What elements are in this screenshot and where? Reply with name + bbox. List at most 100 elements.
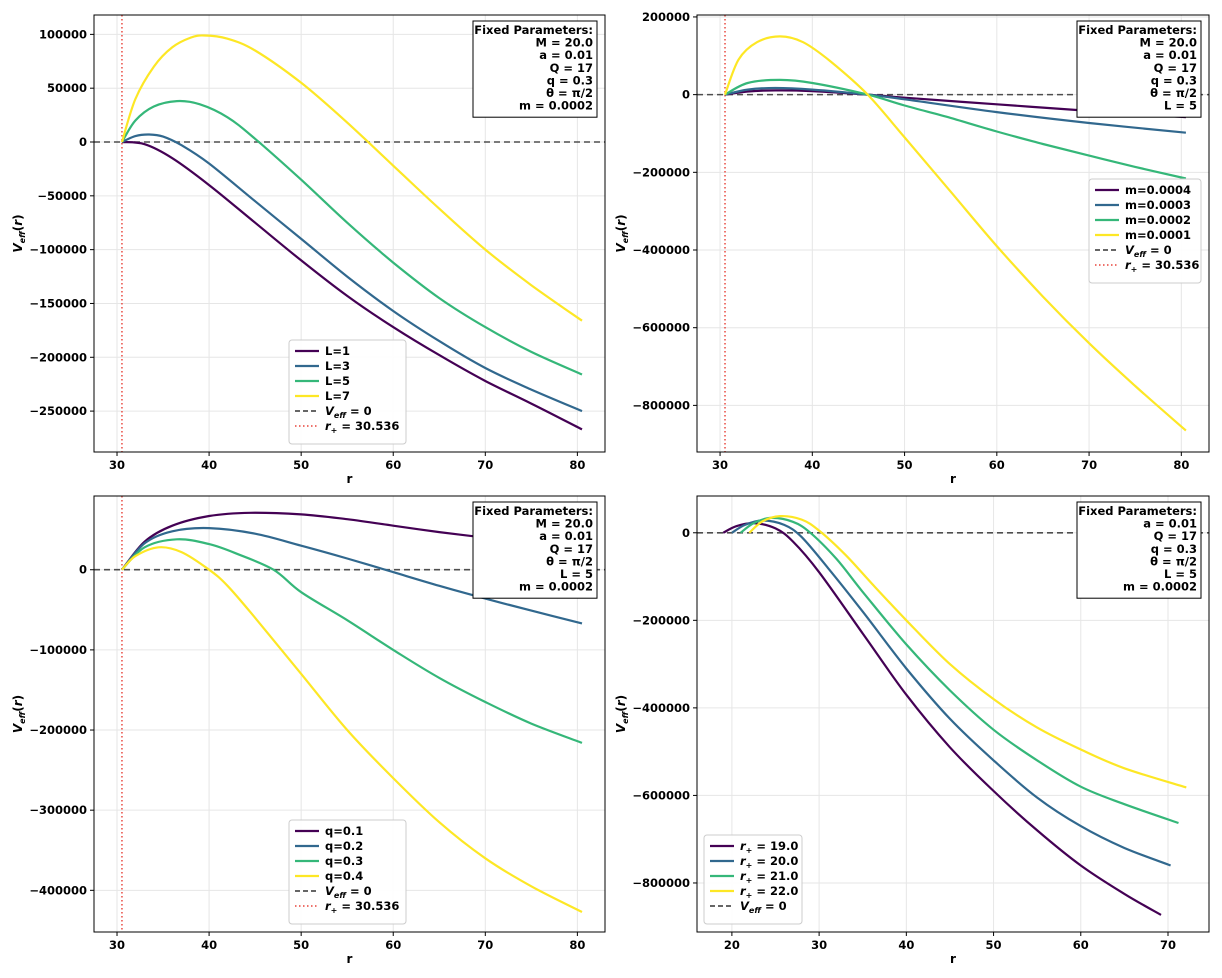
fixed-parameter: a = 0.01 [1143,48,1197,62]
legend-label: r+ = 20.0 [740,854,798,870]
fixed-parameter: L = 5 [560,567,593,581]
fixed-parameters-box [472,20,598,118]
fixed-parameter: a = 0.01 [539,48,593,62]
fixed-parameter: L = 5 [1164,567,1197,581]
fixed-parameter: M = 20.0 [536,36,593,50]
subplot-1: 30 40 50 60 70 80 −250000 −200000 −150000 −100000… [11,14,606,486]
fixed-parameter: Q = 17 [550,542,593,556]
y-tick-label: −250000 [29,404,87,418]
x-tick-label: 60 [989,458,1005,472]
subplot-4: 20 30 40 50 60 70 −800000 −600000 −400000 −200000… [614,495,1210,966]
series-line-4 [723,35,1187,432]
legend-label: q=0.1 [325,824,363,838]
series-line-4 [121,546,583,913]
x-tick-label: 50 [293,458,309,472]
series-line-1 [121,140,583,431]
fixed-parameter: Q = 17 [1154,61,1197,75]
fixed-parameters-title: Fixed Parameters: [474,23,593,37]
fixed-parameter: q = 0.3 [547,73,593,87]
fixed-parameter: θ = π/2 [1150,554,1197,568]
legend-label: L=5 [325,374,350,388]
legend-label: q=0.3 [325,854,363,868]
fixed-parameters-box [1076,20,1202,118]
x-axis-label: r [347,952,353,966]
y-tick-label: 0 [682,88,690,102]
fixed-parameter: L = 5 [1164,99,1197,113]
x-tick-label: 80 [569,458,585,472]
series-line-1 [722,521,1162,916]
fixed-parameters-box [1076,501,1202,599]
x-tick-label: 80 [1173,458,1189,472]
y-tick-label: 0 [79,135,87,149]
y-tick-label: 0 [682,526,690,540]
series-line-2 [121,526,583,625]
legend-label: Veff = 0 [740,899,787,915]
x-tick-label: 40 [201,938,217,952]
series-line-3 [121,538,583,744]
legend-label: L=1 [325,344,350,358]
legend-label: Veff = 0 [325,404,372,420]
series-line-4 [120,34,583,322]
fixed-parameters-title: Fixed Parameters: [1078,23,1197,37]
y-axis-label: Veff(r) [614,695,630,733]
fixed-parameter: m = 0.0002 [519,99,593,113]
legend-label: r+ = 30.536 [325,419,399,435]
y-tick-label: −200000 [632,165,690,179]
x-tick-label: 20 [724,938,740,952]
fixed-parameters-title: Fixed Parameters: [1078,504,1197,518]
y-tick-label: −200000 [29,350,87,364]
y-tick-label: −400000 [632,701,690,715]
x-tick-label: 60 [1073,938,1089,952]
y-tick-label: −800000 [632,876,690,890]
y-tick-label: −600000 [632,788,690,802]
subplot-2: 30 40 50 60 70 80 −800000 −600000 −400000 −200000… [614,10,1210,486]
x-tick-label: 80 [569,938,585,952]
fixed-parameter: M = 20.0 [536,517,593,531]
x-tick-label: 40 [201,458,217,472]
axes-frame [696,495,1210,933]
plot-area [94,15,605,452]
x-tick-label: 50 [986,938,1002,952]
y-axis-label: Veff(r) [614,214,630,252]
x-tick-label: 70 [477,938,493,952]
x-tick-label: 30 [109,938,125,952]
series-line-3 [724,78,1187,180]
y-tick-label: −200000 [632,613,690,627]
y-tick-label: −600000 [632,321,690,335]
legend-label: r+ = 30.536 [1125,258,1199,274]
y-tick-label: 200000 [642,10,690,24]
legend-label: q=0.2 [325,839,363,853]
y-tick-label: 100000 [39,27,87,41]
y-axis-label: Veff(r) [11,695,27,733]
fixed-parameter: a = 0.01 [1143,517,1197,531]
fixed-parameter: m = 0.0002 [1123,580,1197,594]
y-tick-label: −400000 [29,883,87,897]
legend-label: r+ = 30.536 [325,899,399,915]
fixed-parameter: Q = 17 [1154,529,1197,543]
y-tick-label: −800000 [632,398,690,412]
x-tick-label: 30 [712,458,728,472]
legend-label: r+ = 22.0 [740,884,798,900]
y-tick-label: 0 [79,563,87,577]
plot-area [697,514,1209,916]
y-tick-label: −50000 [37,189,87,203]
y-tick-label: −400000 [632,243,690,257]
x-tick-label: 70 [1081,458,1097,472]
legend-label: r+ = 19.0 [740,839,798,855]
legend-label: Veff = 0 [1125,243,1172,259]
x-tick-label: 30 [811,938,827,952]
series-line-3 [121,99,583,376]
x-tick-label: 40 [898,938,914,952]
legend-label: m=0.0002 [1125,213,1191,227]
x-tick-label: 60 [385,938,401,952]
legend-label: q=0.4 [325,869,363,883]
x-axis-label: r [950,472,956,486]
subplot-3: 30 40 50 60 70 80 −400000 −300000 −200000 −100000… [11,495,606,966]
y-tick-label: −300000 [29,803,87,817]
axes-frame [93,495,606,933]
fixed-parameter: θ = π/2 [546,554,593,568]
